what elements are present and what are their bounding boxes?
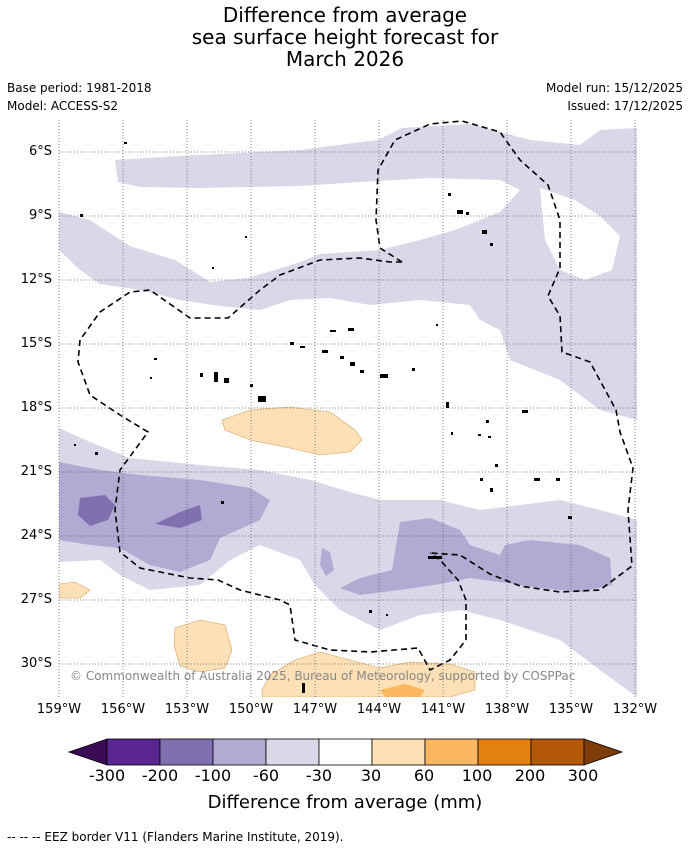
colorbar-label-m300: -300 [88, 766, 126, 785]
colorbar-bin [477, 738, 532, 766]
anomaly-area-light-hole-2 [375, 312, 460, 350]
anomaly-area-positive-3 [173, 619, 233, 673]
anomaly-area-dark-2 [155, 505, 202, 528]
lat-label-12s: 12°S [20, 272, 52, 287]
anomaly-area-positive-2 [59, 581, 91, 599]
lon-label-153w: 153°W [164, 702, 210, 717]
map-title: Difference from average sea surface heig… [0, 4, 690, 70]
islands [74, 142, 572, 693]
colorbar-bin [159, 738, 214, 766]
title-line-1: Difference from average [222, 3, 468, 27]
colorbar-bin [424, 738, 479, 766]
colorbar-label-60: 60 [413, 766, 435, 785]
colorbar-bin [371, 738, 426, 766]
anomaly-area-light-north [59, 124, 637, 420]
copyright-watermark: © Commonwealth of Australia 2025, Bureau… [70, 669, 576, 683]
anomaly-area-medium-west [59, 462, 270, 572]
model-name: Model: ACCESS-S2 [7, 99, 119, 113]
colorbar-label-200: 200 [514, 766, 546, 785]
anomaly-area-dark-1 [78, 495, 115, 526]
eez-borders [77, 120, 634, 672]
lon-label-141w: 141°W [420, 702, 466, 717]
colorbar-label-30: 30 [360, 766, 382, 785]
base-period: Base period: 1981-2018 [7, 81, 152, 95]
lon-label-150w: 150°W [228, 702, 274, 717]
metadata-right: Model run: 15/12/2025 Issued: 17/12/2025 [546, 79, 683, 115]
title-line-3: March 2026 [285, 47, 405, 71]
lon-label-135w: 135°W [548, 702, 594, 717]
colorbar-label-100: 100 [461, 766, 493, 785]
issued-date: Issued: 17/12/2025 [567, 99, 683, 113]
lon-label-147w: 147°W [292, 702, 338, 717]
colorbar-label-m60: -60 [252, 766, 280, 785]
colorbar [67, 738, 624, 766]
lon-label-159w: 159°W [36, 702, 82, 717]
metadata-left: Base period: 1981-2018 Model: ACCESS-S2 [7, 79, 152, 115]
colorbar-bin [265, 738, 320, 766]
lon-label-156w: 156°W [100, 702, 146, 717]
colorbar-extend-low [67, 738, 108, 766]
lon-label-132w: 132°W [612, 702, 658, 717]
colorbar-extend-high [583, 738, 624, 766]
anomaly-area-positive-1 [221, 406, 363, 456]
anomaly-area-medium-east [340, 518, 612, 595]
model-run: Model run: 15/12/2025 [545, 81, 683, 95]
lat-label-27s: 27°S [20, 592, 52, 607]
lat-label-30s: 30°S [20, 656, 52, 671]
lat-label-21s: 21°S [20, 464, 52, 479]
graticule [58, 120, 637, 697]
lon-label-144w: 144°W [356, 702, 402, 717]
eez-legend: -- -- -- EEZ border V11 (Flanders Marine… [7, 830, 344, 844]
anomaly-area-positive-5 [380, 684, 425, 697]
lat-label-9s: 9°S [28, 208, 52, 223]
lon-label-138w: 138°W [484, 702, 530, 717]
colorbar-label-300: 300 [567, 766, 599, 785]
colorbar-bin [318, 738, 373, 766]
lat-label-15s: 15°S [20, 336, 52, 351]
lat-label-6s: 6°S [28, 144, 52, 159]
colorbar-title: Difference from average (mm) [207, 792, 483, 813]
colorbar-label-m200: -200 [141, 766, 179, 785]
title-line-2: sea surface height forecast for [191, 25, 499, 49]
colorbar-bin [106, 738, 161, 766]
colorbar-bin [212, 738, 267, 766]
anomaly-area-medium-small [320, 548, 334, 576]
colorbar-label-m30: -30 [305, 766, 333, 785]
colorbar-label-m100: -100 [194, 766, 232, 785]
lat-label-18s: 18°S [20, 400, 52, 415]
lat-label-24s: 24°S [20, 528, 52, 543]
colorbar-bin [530, 738, 585, 766]
